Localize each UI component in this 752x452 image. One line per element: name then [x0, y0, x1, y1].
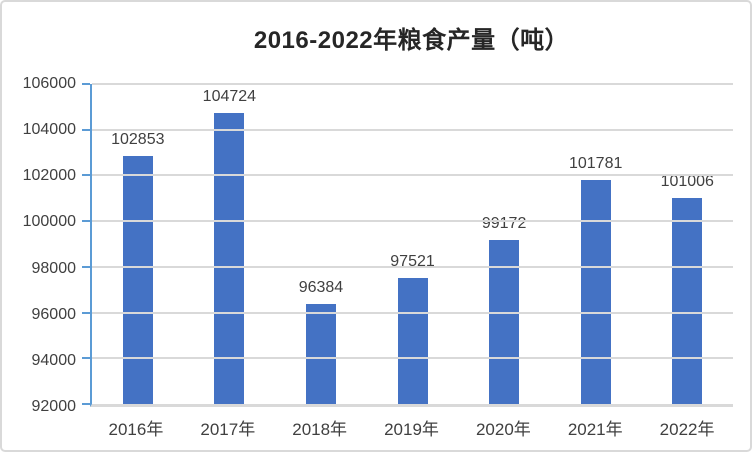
y-axis-tick-label: 96000	[31, 305, 77, 323]
y-axis-tick-label: 92000	[31, 398, 77, 415]
gridline	[92, 174, 733, 177]
y-axis-tick	[82, 311, 90, 314]
bar-value-label: 97521	[390, 252, 435, 270]
bar-slot: 97521	[367, 84, 459, 404]
y-axis-tick-label: 100000	[22, 213, 76, 231]
gridline	[92, 311, 733, 314]
bar-value-label: 99172	[481, 215, 527, 233]
bar-2017年	[214, 113, 245, 404]
bar-slot: 101781	[550, 84, 642, 404]
y-axis-tick-label: 106000	[22, 75, 76, 92]
bar-slot: 104724	[184, 84, 276, 404]
y-axis-tick	[82, 174, 90, 177]
bar-2020年	[489, 240, 520, 404]
gridline	[92, 265, 733, 268]
bar-slot: 99172	[458, 84, 550, 404]
bar-2018年	[305, 303, 336, 404]
x-axis-tick-label: 2019年	[384, 420, 439, 439]
y-axis-tick-label: 104000	[22, 121, 76, 139]
y-axis-tick	[82, 403, 90, 405]
bar-2021年	[580, 180, 611, 404]
x-axis: 2016年 2017年 2018年 2019年 2020年 2021年 2022年	[90, 415, 733, 440]
y-axis-tick	[82, 83, 90, 85]
bar-slot: 102853	[92, 84, 184, 404]
chart-title: 2016-2022年粮食产量（吨）	[253, 27, 570, 54]
x-axis-tick-label: 2018年	[292, 420, 348, 439]
x-axis-tick-label: 2016年	[108, 420, 164, 439]
gridline	[92, 220, 733, 223]
y-axis-tick-label: 98000	[31, 259, 77, 277]
x-axis-tick-label: 2021年	[567, 420, 623, 439]
gridline	[92, 357, 733, 360]
x-axis-tick-label: 2022年	[659, 420, 715, 439]
y-axis-tick-label: 94000	[31, 351, 77, 369]
bar-2016年	[122, 155, 153, 404]
gridline	[92, 83, 733, 85]
y-axis: 106000 104000 102000 100000 98000 96000 94000 9…	[2, 75, 77, 415]
bar-2022年	[672, 198, 703, 404]
bar-slot: 96384	[275, 84, 367, 404]
bar-value-label: 104724	[202, 88, 257, 106]
y-axis-tick	[82, 265, 90, 268]
x-axis-tick-label: 2017年	[200, 420, 256, 439]
bar-value-label: 102853	[111, 130, 165, 148]
plot-area: 102853 104724 96384 97521 99172 101781 101006	[82, 83, 733, 407]
bar-value-label: 101781	[568, 155, 623, 173]
bar-value-label: 101006	[660, 173, 714, 191]
bar-slot: 101006	[641, 84, 733, 404]
y-axis-tick-label: 102000	[22, 167, 76, 185]
bar-2019年	[397, 277, 428, 404]
x-axis-tick-label: 2020年	[475, 420, 531, 439]
bar-value-label: 96384	[298, 278, 344, 296]
y-axis-tick	[82, 357, 90, 360]
gridline	[92, 128, 733, 131]
y-axis-tick	[82, 220, 90, 223]
y-axis-tick	[82, 128, 90, 131]
bars-container: 102853 104724 96384 97521 99172 101781 101006	[92, 84, 733, 404]
